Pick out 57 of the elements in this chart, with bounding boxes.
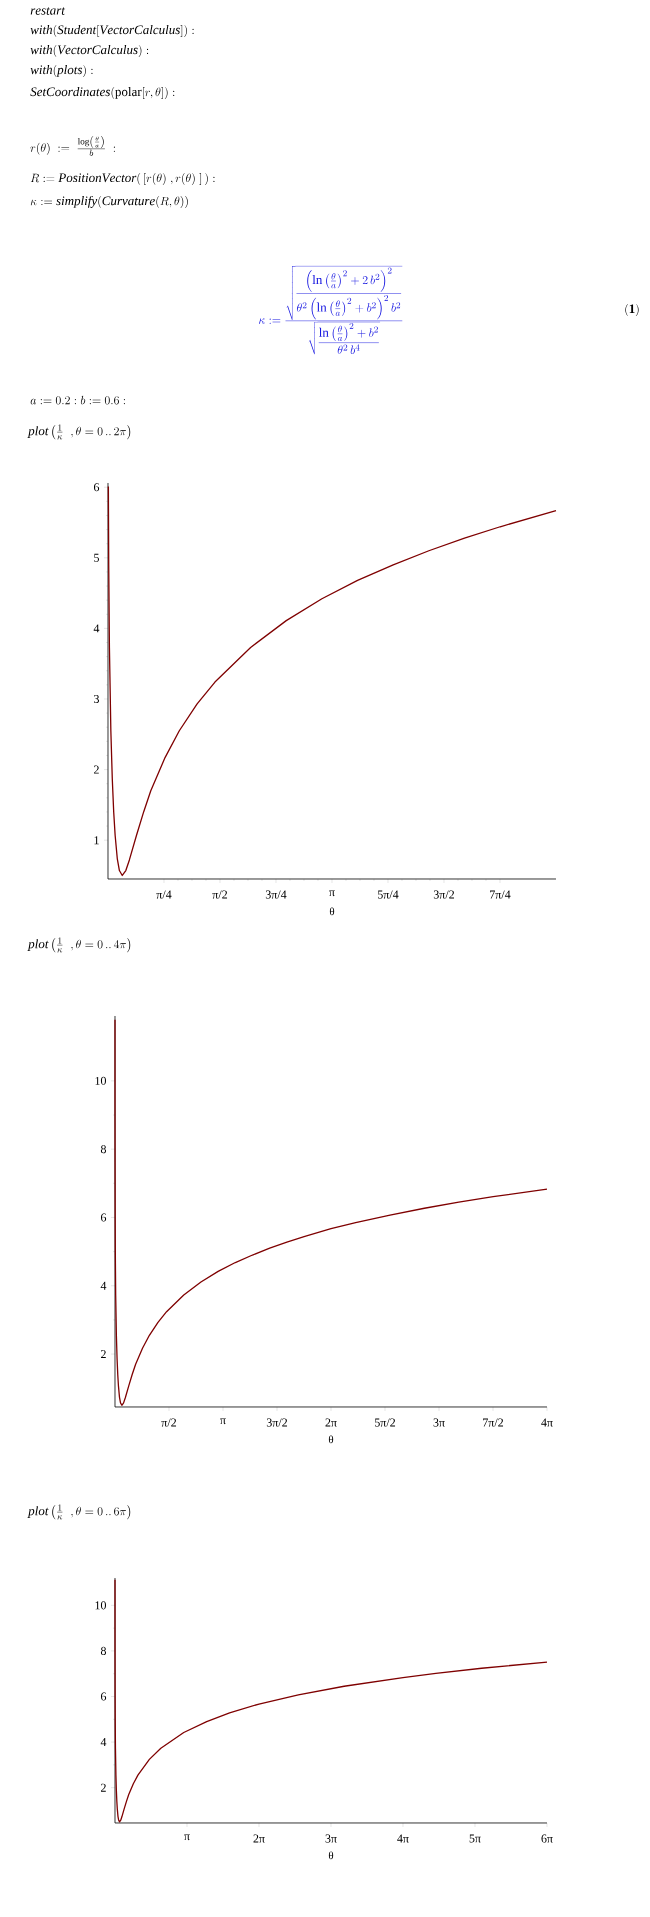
y-tick-label: 2 [101, 1783, 106, 1792]
x-tick-label: 3π [433, 1418, 445, 1427]
x-tick-label: 4π [397, 1834, 409, 1843]
y-tick-label: 4 [100, 1281, 107, 1290]
text: $\kappa := \mathit{simplify}(\mathit{Curvature}(R, \theta))$ [30, 195, 188, 209]
x-axis-title: θ [328, 1851, 334, 1860]
y-tick-label: 2 [101, 1350, 106, 1359]
y-tick-label: 8 [100, 1646, 106, 1655]
x-tick-label: π/4 [156, 890, 172, 899]
x-tick-label: 3π/2 [266, 1418, 288, 1427]
line-series [107, 485, 557, 877]
x-tick-label: 2π [325, 1418, 337, 1427]
x-tick-label: π [329, 890, 335, 897]
y-tick-label: 8 [100, 1145, 106, 1154]
x-tick-label: 3π/2 [433, 890, 455, 899]
y-tick-label: 10 [95, 1601, 106, 1610]
chart-title: $\mathit{plot}\left(\frac{1}{\kappa}\;\;, \theta = 0\,..\,2\pi\right)$ [27, 424, 131, 440]
y-tick-label: 1 [94, 836, 99, 845]
text: $\mathit{with}(\mathit{Student}[\mathit{VectorCalculus}]) :$ [30, 24, 194, 38]
y-tick-label: 5 [94, 553, 99, 562]
text: $\mathit{with}(\mathit{VectorCalculus}) :$ [30, 44, 149, 58]
x-tick-label: 5π/4 [377, 890, 399, 899]
x-tick-label: 4π [541, 1418, 553, 1427]
x-tick-label: 7π/4 [490, 890, 511, 899]
x-axis-title: θ [329, 907, 335, 916]
y-tick-label: 4 [93, 624, 100, 633]
text: $\kappa := \frac{\sqrt{\dfrac{\left(\ln\left(\frac{\theta}{a}\right)^2+2\,b^2\right)^2}{\theta^2\left(\ln\left(\frac{\theta}{a}\right)^2+b^2\right)^2 b^2}}}{\sqrt{\dfrac{\ln\left(\frac{\theta}{a}\right)^2+b^2}{\theta^2\, b^4}}}$ [259, 266, 403, 355]
y-tick-label: 6 [100, 1213, 107, 1222]
text: $\mathit{SetCoordinates}(\mathrm{polar}[r,\theta]) :$ [30, 86, 175, 100]
x-tick-label: π/2 [212, 890, 228, 899]
x-tick-label: 3π/4 [265, 890, 287, 899]
y-tick-label: 10 [95, 1076, 106, 1085]
chart-title: $\mathit{plot}\left(\frac{1}{\kappa}\;\;, \theta = 0\,..\,6\pi\right)$ [27, 1504, 131, 1520]
x-tick-label: π [184, 1834, 190, 1841]
text: $R := \mathit{PositionVector}(\,[r(\theta)\;, r(\theta)\;]\,) :$ [30, 172, 215, 186]
line-series [114, 1579, 548, 1823]
x-tick-label: 2π [253, 1834, 265, 1843]
x-tick-label: π [220, 1418, 226, 1425]
text: $\mathbf{(1)}$ [625, 303, 639, 317]
x-axis-title: θ [328, 1435, 334, 1444]
text: $\mathit{with}(\mathit{plots}) :$ [30, 64, 93, 78]
x-tick-label: 5π [469, 1834, 481, 1843]
y-tick-label: 3 [94, 694, 99, 704]
text: $r(\theta) \;:=\; \frac{\log\left(\frac{\theta}{a}\right)}{b} \;:$ [30, 136, 115, 157]
y-tick-label: 6 [93, 483, 100, 492]
chart-title: $\mathit{plot}\left(\frac{1}{\kappa}\;\;, \theta = 0\,..\,4\pi\right)$ [27, 937, 131, 953]
x-tick-label: 7π/2 [483, 1418, 504, 1427]
x-tick-label: 3π [325, 1834, 337, 1843]
x-tick-label: 6π [541, 1834, 553, 1843]
x-tick-label: 5π/2 [375, 1418, 396, 1427]
text: $a := 0.2 : b := 0.6 :$ [30, 395, 125, 405]
line-series [114, 1019, 548, 1406]
x-tick-label: π/2 [161, 1418, 177, 1427]
y-tick-label: 6 [100, 1692, 107, 1701]
y-tick-label: 2 [94, 765, 99, 774]
y-tick-label: 4 [100, 1738, 107, 1747]
text: $\mathit{restart}$ [30, 7, 66, 15]
